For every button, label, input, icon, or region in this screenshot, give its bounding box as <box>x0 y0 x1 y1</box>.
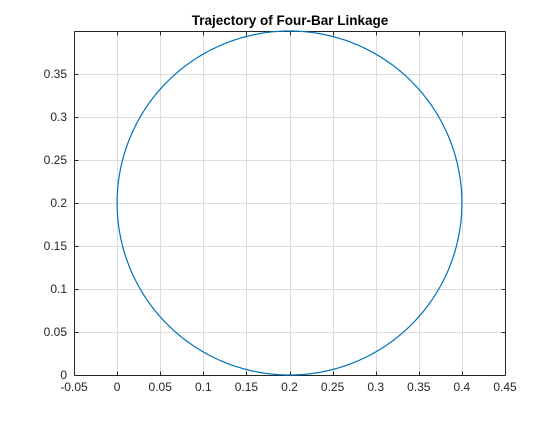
y-tick-label: 0.2 <box>50 196 67 210</box>
y-tick-label: 0.35 <box>44 67 68 81</box>
y-tick-label: 0 <box>60 368 67 382</box>
x-tick-label: 0.1 <box>195 380 212 394</box>
x-tick-label: -0.05 <box>60 380 88 394</box>
y-tick-label: 0.1 <box>50 282 67 296</box>
series-layer <box>116 30 463 376</box>
ticks: -0.05 0 0.05 0.1 0.15 0.2 0.25 0.3 0.35 0.4 0.4500… <box>44 31 517 394</box>
x-tick-label: 0.35 <box>407 380 431 394</box>
x-tick-label: 0 <box>114 380 121 394</box>
x-tick-label: 0.2 <box>281 380 298 394</box>
x-tick-label: 0.45 <box>493 380 517 394</box>
chart-title: Trajectory of Four-Bar Linkage <box>192 13 389 28</box>
y-tick-label: 0.25 <box>44 153 68 167</box>
x-tick-label: 0.3 <box>367 380 384 394</box>
y-tick-label: 0.05 <box>44 325 68 339</box>
x-tick-label: 0.15 <box>235 380 259 394</box>
trajectory-line <box>116 30 463 376</box>
y-tick-label: 0.3 <box>50 110 67 124</box>
x-tick-label: 0.05 <box>149 380 173 394</box>
x-tick-label: 0.25 <box>321 380 345 394</box>
x-tick-label: 0.4 <box>454 380 471 394</box>
y-tick-label: 0.15 <box>44 239 68 253</box>
